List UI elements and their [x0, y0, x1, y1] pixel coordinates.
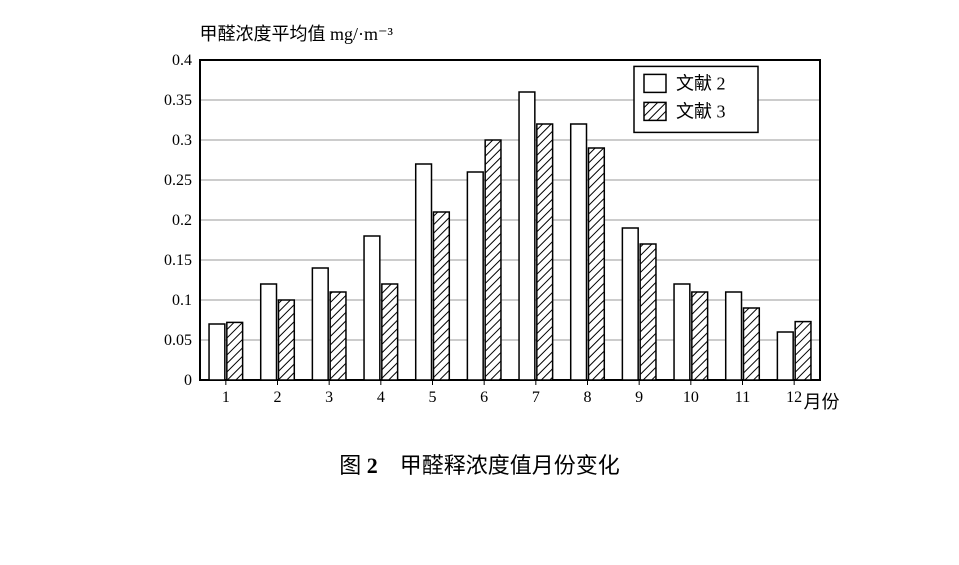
bar	[691, 292, 707, 380]
y-tick-label: 0.1	[172, 292, 192, 309]
x-tick-label: 3	[325, 389, 333, 406]
caption-text: 甲醛释浓度值月份变化	[378, 453, 620, 478]
bar	[674, 284, 690, 380]
bar	[278, 300, 294, 380]
x-tick-label: 10	[682, 389, 698, 406]
bar-chart: 00.050.10.150.20.250.30.350.412345678910…	[120, 20, 840, 440]
bar	[743, 308, 759, 380]
x-tick-label: 5	[428, 389, 436, 406]
y-tick-label: 0.05	[164, 332, 192, 349]
bar	[570, 124, 586, 380]
x-tick-label: 7	[531, 389, 539, 406]
x-tick-label: 8	[583, 389, 591, 406]
x-tick-label: 1	[221, 389, 229, 406]
x-tick-label: 9	[635, 389, 643, 406]
chart-container: 甲醛浓度平均值 mg/·m⁻³ 0 0.05 0.1 0.15 0.2 0.25 0.3 0.…	[120, 20, 840, 480]
legend-swatch	[644, 74, 666, 92]
chart-caption: 图 2 甲醛释浓度值月份变化	[120, 448, 840, 480]
legend-swatch	[644, 102, 666, 120]
y-axis-title: 甲醛浓度平均值 mg/·m⁻³	[200, 20, 393, 46]
bar	[381, 284, 397, 380]
bar	[588, 148, 604, 380]
bar	[622, 228, 638, 380]
legend-label: 文献 2	[676, 73, 726, 93]
bar	[485, 140, 501, 380]
bar	[536, 124, 552, 380]
bar	[260, 284, 276, 380]
bar	[640, 244, 656, 380]
bar	[226, 322, 242, 380]
x-tick-label: 6	[480, 389, 488, 406]
bar	[467, 172, 483, 380]
y-tick-label: 0.4	[172, 52, 192, 69]
caption-prefix: 图	[339, 453, 367, 478]
bar	[330, 292, 346, 380]
legend-label: 文献 3	[676, 101, 726, 121]
y-tick-label: 0.2	[172, 212, 192, 229]
y-tick-label: 0.25	[164, 172, 192, 189]
y-tick-label: 0.15	[164, 252, 192, 269]
bar	[312, 268, 328, 380]
x-tick-label: 2	[273, 389, 281, 406]
x-axis-title: 月份	[804, 388, 840, 414]
bar	[519, 92, 535, 380]
bar	[725, 292, 741, 380]
bar	[433, 212, 449, 380]
y-tick-label: 0	[184, 372, 192, 389]
bar	[209, 324, 225, 380]
bar	[795, 322, 811, 380]
x-tick-label: 4	[376, 389, 384, 406]
bar	[415, 164, 431, 380]
x-tick-label: 11	[734, 389, 749, 406]
y-tick-label: 0.35	[164, 92, 192, 109]
caption-number: 2	[367, 453, 378, 478]
y-tick-label: 0.3	[172, 132, 192, 149]
bar	[364, 236, 380, 380]
bar	[777, 332, 793, 380]
x-tick-label: 12	[786, 389, 802, 406]
